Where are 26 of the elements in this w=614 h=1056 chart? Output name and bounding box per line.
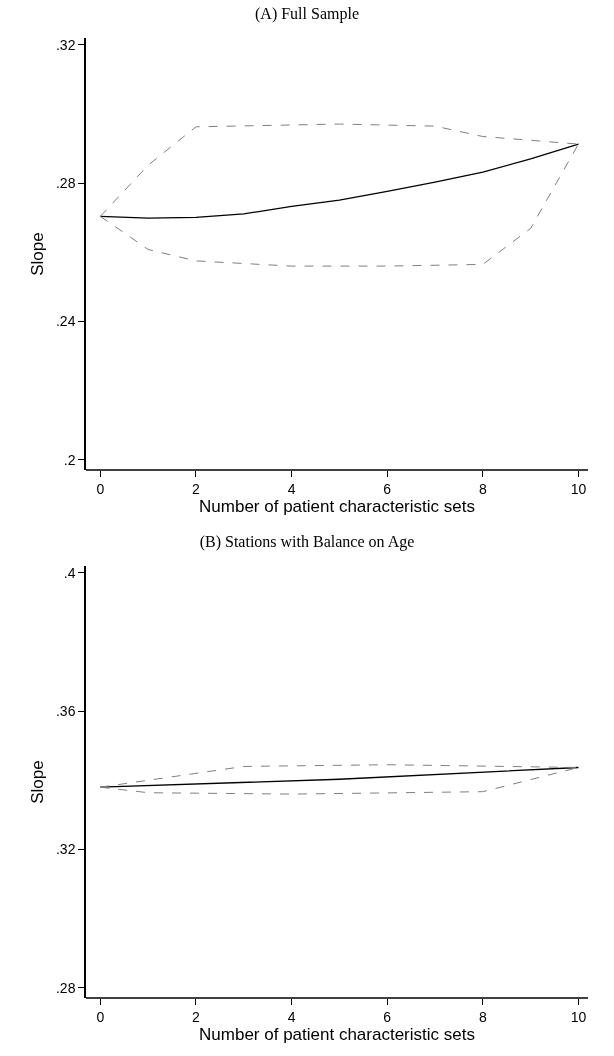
y-tick-label: .32 — [55, 841, 76, 858]
x-axis-title: Number of patient characteristic sets — [199, 1024, 475, 1044]
y-tick-label: .4 — [63, 564, 76, 581]
x-tick-label: 4 — [287, 1008, 296, 1025]
y-tick-label: .2 — [63, 451, 76, 468]
y-tick-label: .28 — [55, 979, 76, 996]
y-axis-title: Slope — [28, 232, 48, 276]
y-tick-label: .24 — [55, 313, 76, 330]
x-tick-label: 0 — [96, 480, 105, 497]
y-tick-label: .32 — [55, 36, 76, 53]
chart-title: (A) Full Sample — [255, 5, 359, 24]
x-axis-title: Number of patient characteristic sets — [199, 496, 475, 516]
x-tick-label: 0 — [96, 1008, 105, 1025]
x-tick-label: 2 — [192, 480, 201, 497]
x-tick-label: 10 — [570, 1008, 587, 1025]
x-tick-label: 8 — [478, 480, 487, 497]
x-tick-label: 6 — [383, 480, 392, 497]
y-tick-label: .28 — [55, 175, 76, 192]
y-axis-title: Slope — [28, 760, 48, 804]
x-tick-label: 10 — [570, 480, 587, 497]
x-tick-label: 6 — [383, 1008, 392, 1025]
y-tick-label: .36 — [55, 703, 76, 720]
x-tick-label: 4 — [287, 480, 296, 497]
x-tick-label: 2 — [192, 1008, 201, 1025]
chart-title: (B) Stations with Balance on Age — [199, 533, 415, 552]
x-tick-label: 8 — [478, 1008, 487, 1025]
